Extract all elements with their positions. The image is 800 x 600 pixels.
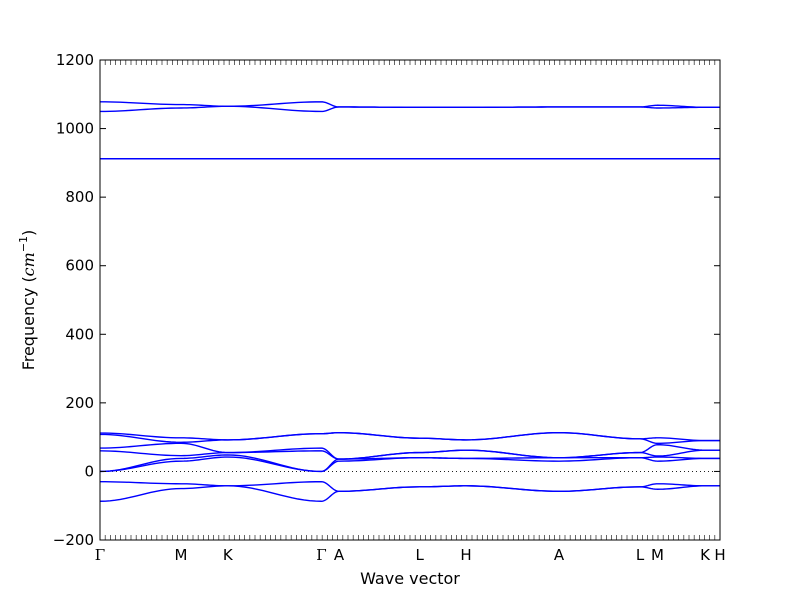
x-tick-label: Γ [316,546,326,564]
y-tick-label: 200 [65,394,94,412]
y-axis-label: Frequency (cm−1) [17,230,38,371]
y-axis-label-unit: cm [19,252,38,276]
y-tick-label: 400 [65,325,94,343]
x-tick-label: H [714,546,725,564]
y-tick-labels: −200 0 200 400 600 800 1000 1200 [53,51,94,549]
band-line-8 [99,431,720,442]
y-tick-label: 600 [65,257,94,275]
y-tick-label: 800 [65,188,94,206]
plot-background [100,60,720,540]
x-tick-label: A [554,546,565,564]
band-line-11 [99,101,720,109]
x-tick-label: M [175,546,188,564]
y-axis-label-unit-exponent: −1 [17,236,30,252]
y-axis-label-text: Frequency ( [19,276,38,370]
y-axis-label-close: ) [19,230,38,236]
y-tick-label: −200 [53,531,94,549]
x-tick-label: A [334,546,345,564]
x-tick-label: Γ [95,546,105,564]
x-tick-label: L [416,546,425,564]
band-lines [99,101,720,502]
x-axis-label: Wave vector [360,569,460,588]
x-tick-label: H [460,546,471,564]
x-tick-label: M [651,546,664,564]
x-tick-label: K [700,546,711,564]
y-tick-label: 0 [84,462,94,480]
y-tick-label: 1000 [56,120,94,138]
band-line-2 [99,481,720,493]
plot-frame [99,59,721,541]
x-tick-label: K [223,546,234,564]
x-tick-label: L [636,546,645,564]
y-tick-label: 1200 [56,51,94,69]
band-line-6 [99,442,720,460]
band-line-4 [99,454,720,473]
